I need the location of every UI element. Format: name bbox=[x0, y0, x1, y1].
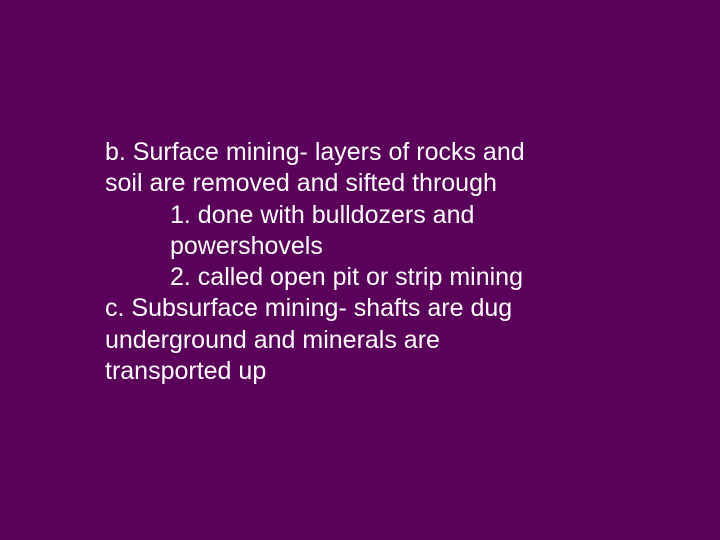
line-3: 1. done with bulldozers and bbox=[170, 200, 625, 231]
line-8: transported up bbox=[105, 356, 625, 387]
line-2: soil are removed and sifted through bbox=[105, 168, 625, 199]
line-4: powershovels bbox=[170, 231, 625, 262]
text-block: b. Surface mining- layers of rocks and s… bbox=[105, 137, 625, 387]
line-6: c. Subsurface mining- shafts are dug bbox=[105, 293, 625, 324]
slide-container: b. Surface mining- layers of rocks and s… bbox=[0, 0, 720, 540]
line-1: b. Surface mining- layers of rocks and bbox=[105, 137, 625, 168]
line-7: underground and minerals are bbox=[105, 325, 625, 356]
line-5: 2. called open pit or strip mining bbox=[170, 262, 625, 293]
